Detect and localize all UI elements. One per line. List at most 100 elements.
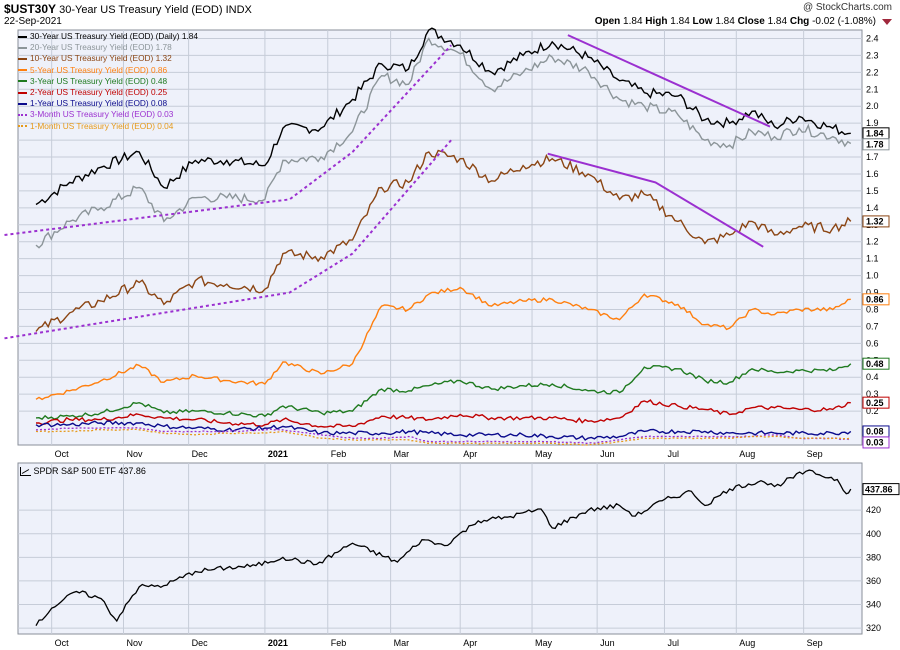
lower-x-tick-label: Apr xyxy=(463,638,477,648)
legend-label: 30-Year US Treasury Yield (EOD) (Daily) … xyxy=(30,31,198,41)
upper-y-tick-label: 2.0 xyxy=(866,101,879,111)
lower-x-tick-label: Jun xyxy=(600,638,615,648)
lower-panel-title: SPDR S&P 500 ETF 437.86 xyxy=(20,466,146,477)
series-line-0 xyxy=(35,27,851,206)
legend-swatch xyxy=(18,114,27,117)
legend-item: 10-Year US Treasury Yield (EOD) 1.32 xyxy=(18,53,198,64)
upper-x-tick-label: Jun xyxy=(600,449,615,459)
legend-label: 10-Year US Treasury Yield (EOD) 1.32 xyxy=(30,53,172,64)
series-line-3 xyxy=(35,286,851,401)
legend-item: 1-Year US Treasury Yield (EOD) 0.08 xyxy=(18,98,198,109)
upper-x-tick-label: Dec xyxy=(192,449,209,459)
legend-swatch xyxy=(18,46,27,49)
lower-panel-bg xyxy=(17,462,863,635)
legend-label: 20-Year US Treasury Yield (EOD) 1.78 xyxy=(30,42,172,53)
lower-x-tick-label: Oct xyxy=(55,638,70,648)
last-tag-4-label: 0.48 xyxy=(866,359,884,369)
lower-y-tick-label: 320 xyxy=(866,623,881,633)
chart-menu-caret-icon[interactable] xyxy=(882,19,892,25)
last-tag-3-box xyxy=(862,293,890,306)
exchange: INDX xyxy=(225,4,252,16)
upper-y-tick-label: 1.0 xyxy=(866,271,879,281)
upper-y-tick-label: 2.4 xyxy=(866,33,879,43)
legend-item: 5-Year US Treasury Yield (EOD) 0.86 xyxy=(18,65,198,76)
upper-y-tick-label: 1.1 xyxy=(866,254,879,264)
upper-y-tick-label: 0.4 xyxy=(866,372,879,382)
series-line-2 xyxy=(35,149,852,332)
legend-item: 30-Year US Treasury Yield (EOD) (Daily) … xyxy=(18,31,198,42)
legend-item: 1-Month US Treasury Yield (EOD) 0.04 xyxy=(18,121,198,132)
upper-grid xyxy=(18,30,862,445)
credit-text: @ StockCharts.com xyxy=(802,2,892,13)
series-line-1 xyxy=(35,37,852,249)
upper-x-tick-label: Aug xyxy=(739,449,755,459)
legend-label: 5-Year US Treasury Yield (EOD) 0.86 xyxy=(30,64,168,75)
upper-y-tick-label: 0.9 xyxy=(866,288,879,298)
last-tag-5-box xyxy=(862,396,890,409)
upper-y-axis: 0.20.30.40.50.60.70.80.91.01.11.21.31.41… xyxy=(866,33,879,416)
upper-y-tick-label: 0.2 xyxy=(866,406,879,416)
last-value-tags: 1.841.78 1.32 0.86 0.48 0.25 0.080.03 437.86 xyxy=(862,127,900,496)
legend-swatch xyxy=(18,80,27,83)
symbol: $UST30Y xyxy=(4,2,57,16)
series-line-5 xyxy=(35,399,851,428)
lower-x-tick-label: Sep xyxy=(807,638,823,648)
last-tag-2-label: 1.32 xyxy=(866,217,884,227)
upper-x-tick-label: Oct xyxy=(55,449,70,459)
upper-y-tick-label: 0.6 xyxy=(866,338,879,348)
upper-y-tick-label: 1.2 xyxy=(866,237,879,247)
lower-x-tick-label: 2021 xyxy=(268,638,288,648)
series-line-6 xyxy=(35,420,852,441)
legend-item: 3-Year US Treasury Yield (EOD) 0.48 xyxy=(18,76,198,87)
header-title-row: $UST30Y 30-Year US Treasury Yield (EOD) … xyxy=(4,2,252,16)
last-tag-7-label: 0.03 xyxy=(866,438,884,448)
lower-panel-label: SPDR S&P 500 ETF 437.86 xyxy=(33,466,146,476)
upper-y-tick-label: 2.2 xyxy=(866,67,879,77)
trendline-1 xyxy=(4,139,452,340)
credit: @ StockCharts.com xyxy=(803,2,892,13)
last-tag-7-box xyxy=(862,436,890,449)
upper-y-tick-label: 1.4 xyxy=(866,203,879,213)
low-value: 1.84 xyxy=(715,16,735,27)
legend-label: 1-Year US Treasury Yield (EOD) 0.08 xyxy=(30,98,168,109)
series-line-8 xyxy=(35,428,851,446)
high-value: 1.84 xyxy=(670,16,690,27)
lower-y-tick-label: 420 xyxy=(866,505,881,515)
series-name: 30-Year US Treasury Yield (EOD) xyxy=(59,4,223,16)
upper-x-tick-label: May xyxy=(535,449,553,459)
upper-y-tick-label: 1.6 xyxy=(866,169,879,179)
legend-item: 2-Year US Treasury Yield (EOD) 0.25 xyxy=(18,87,198,98)
legend-item: 20-Year US Treasury Yield (EOD) 1.78 xyxy=(18,42,198,53)
lower-series-group xyxy=(35,469,852,627)
lower-y-tick-label: 380 xyxy=(866,552,881,562)
upper-x-tick-label: Apr xyxy=(463,449,477,459)
last-tag-5-label: 0.25 xyxy=(866,398,884,408)
ohlc-readout: Open 1.84 High 1.84 Low 1.84 Close 1.84 … xyxy=(595,16,876,27)
series-line-7 xyxy=(35,427,851,444)
lower-y-tick-label: 360 xyxy=(866,576,881,586)
lower-y-axis: 320 340 360 380 400 420 xyxy=(866,505,881,633)
upper-y-tick-label: 1.9 xyxy=(866,118,879,128)
last-tag-0-label: 1.84 xyxy=(866,129,884,139)
last-tag-1-label: 1.78 xyxy=(866,140,884,150)
open-label: Open xyxy=(594,16,621,27)
legend-swatch xyxy=(18,125,27,128)
spy-line xyxy=(35,469,852,627)
low-label: Low xyxy=(692,16,713,27)
trendline-3 xyxy=(547,152,764,248)
series-line-4 xyxy=(35,363,852,420)
last-tag-3-label: 0.86 xyxy=(866,295,884,305)
lower-x-tick-label: Dec xyxy=(192,638,209,648)
trendline-0 xyxy=(4,44,452,236)
upper-y-tick-label: 1.5 xyxy=(866,186,879,196)
spy-last-label: 437.86 xyxy=(865,484,893,494)
upper-y-tick-label: 0.3 xyxy=(866,389,879,399)
upper-y-tick-label: 2.1 xyxy=(866,84,879,94)
spy-last-box xyxy=(862,483,900,496)
trendline-2 xyxy=(567,34,771,128)
chg-label: Chg xyxy=(789,16,810,27)
legend-label: 3-Month US Treasury Yield (EOD) 0.03 xyxy=(30,109,174,120)
date-label: 22-Sep-2021 xyxy=(4,16,62,27)
lower-x-tick-label: Aug xyxy=(739,638,755,648)
